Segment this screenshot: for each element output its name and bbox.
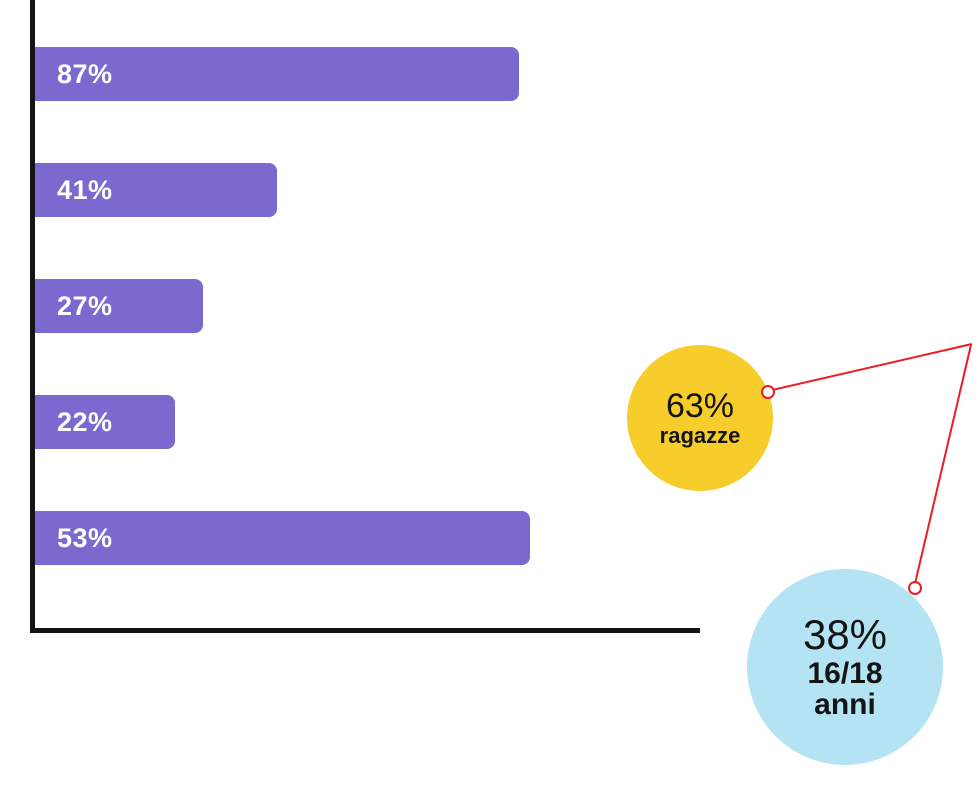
bar-label: 87% (35, 59, 113, 90)
callout-anni-pct: 38% (803, 613, 887, 657)
callout-ragazze: 63% ragazze (627, 345, 773, 491)
bar-label: 27% (35, 291, 113, 322)
marker-ragazze (761, 385, 775, 399)
connector-line (768, 343, 972, 392)
connector-line (913, 345, 972, 588)
bar: 27% (35, 279, 203, 333)
bar-label: 41% (35, 175, 113, 206)
callout-ragazze-pct: 63% (666, 389, 734, 425)
callout-anni-sub1: 16/18 (807, 658, 882, 690)
bar: 22% (35, 395, 175, 449)
callout-anni-sub2: anni (814, 689, 876, 721)
callout-ragazze-sub: ragazze (660, 424, 741, 447)
bar: 41% (35, 163, 277, 217)
bar-label: 22% (35, 407, 113, 438)
x-axis (30, 628, 700, 633)
bar: 87% (35, 47, 519, 101)
callout-anni: 38% 16/18 anni (747, 569, 943, 765)
bar-label: 53% (35, 523, 113, 554)
bar: 53% (35, 511, 530, 565)
marker-anni (908, 581, 922, 595)
